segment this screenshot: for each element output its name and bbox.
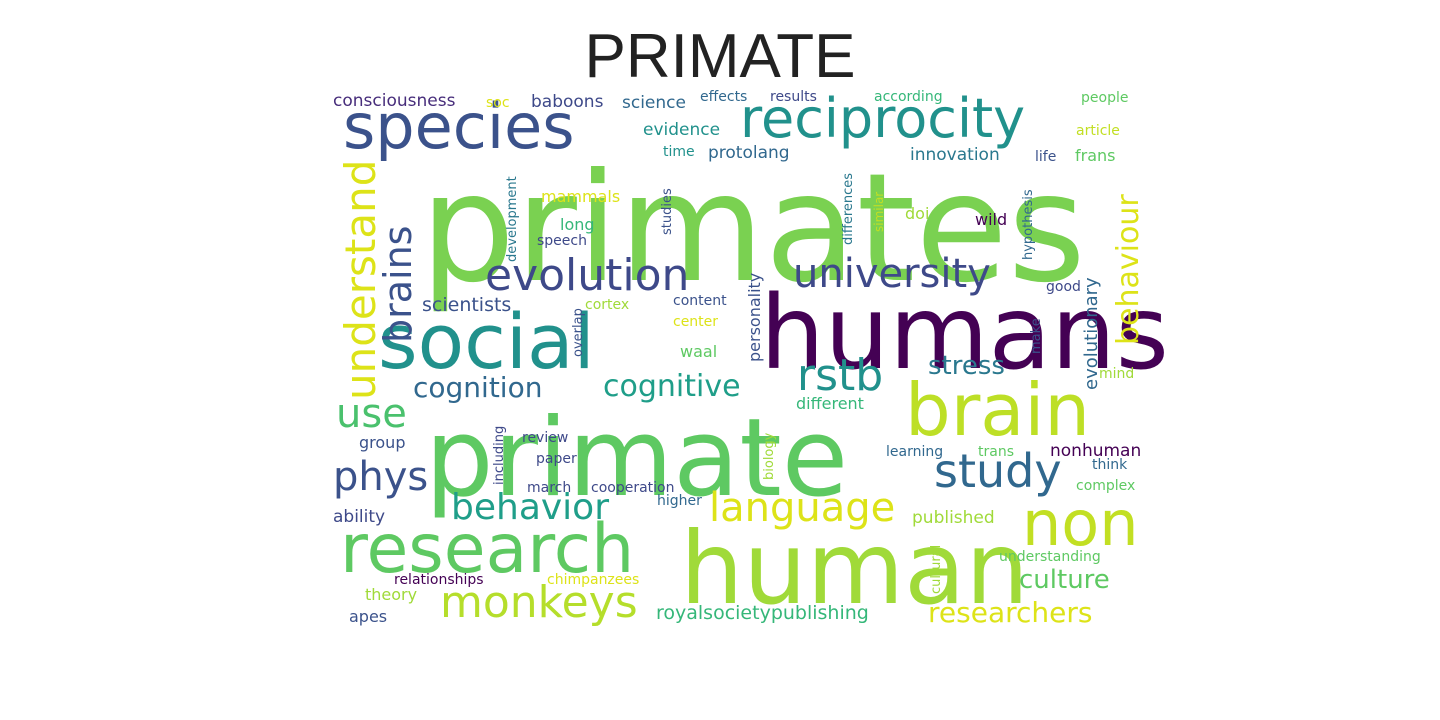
word-researchers: researchers	[928, 596, 1092, 629]
word-rstb: rstb	[797, 350, 883, 401]
word-brains: brains	[376, 226, 420, 343]
word-similar: similar	[872, 192, 886, 232]
word-paper: paper	[536, 451, 577, 467]
word-baboons: baboons	[531, 92, 604, 112]
word-apes: apes	[349, 607, 387, 626]
word-think: think	[1092, 457, 1128, 473]
word-effects: effects	[700, 89, 747, 105]
word-stress: stress	[928, 351, 1005, 381]
word-speech: speech	[537, 233, 587, 249]
word-soc: soc	[486, 95, 510, 111]
word-understand: understand	[336, 160, 385, 400]
word-evidence: evidence	[643, 120, 720, 140]
word-study: study	[934, 444, 1062, 498]
word-differences: differences	[841, 173, 856, 245]
word-frans: frans	[1075, 146, 1116, 165]
word-long: long	[560, 215, 595, 234]
word-personality: personality	[745, 273, 764, 362]
word-scientists: scientists	[422, 294, 511, 316]
word-ability: ability	[333, 507, 385, 527]
word-review: review	[522, 430, 568, 446]
word-good: good	[1046, 279, 1081, 295]
word-mind: mind	[1099, 366, 1134, 382]
word-doi: doi	[905, 204, 929, 223]
word-primate: primate	[425, 396, 848, 521]
word-including: including	[492, 426, 507, 485]
word-phys: phys	[333, 454, 428, 500]
word-theory: theory	[365, 585, 417, 604]
word-monkeys: monkeys	[440, 577, 638, 628]
word-content: content	[673, 293, 727, 309]
word-cultural: cultural	[929, 545, 944, 594]
word-cortex: cortex	[585, 297, 629, 313]
word-reciprocity: reciprocity	[740, 87, 1025, 150]
word-development: development	[505, 176, 520, 262]
word-science: science	[622, 93, 686, 113]
word-behavior: behavior	[451, 487, 609, 528]
word-university: university	[793, 251, 991, 297]
word-cognitive: cognitive	[603, 369, 741, 404]
word-waal: waal	[680, 342, 717, 361]
word-studies: studies	[660, 188, 675, 235]
word-non: non	[1022, 487, 1139, 560]
word-results: results	[770, 89, 817, 105]
word-learning: learning	[886, 444, 943, 460]
word-mammals: mammals	[541, 187, 620, 206]
word-trans: trans	[978, 444, 1014, 460]
word-time: time	[663, 144, 695, 160]
word-behaviour: behaviour	[1111, 194, 1146, 345]
word-complex: complex	[1076, 478, 1135, 494]
word-chimpanzees: chimpanzees	[547, 572, 639, 588]
word-nonhuman: nonhuman	[1050, 441, 1141, 461]
word-life: life	[1035, 149, 1056, 165]
word-protolang: protolang	[708, 143, 790, 163]
word-innovation: innovation	[910, 145, 1000, 165]
word-article: article	[1076, 123, 1120, 139]
word-understanding: understanding	[999, 549, 1101, 565]
word-brain: brain	[905, 368, 1090, 452]
word-center: center	[673, 314, 718, 330]
word-evolutionary: evolutionary	[1081, 277, 1102, 390]
word-march: march	[527, 480, 571, 496]
word-wild: wild	[975, 210, 1007, 229]
word-hypothesis: hypothesis	[1021, 189, 1036, 260]
chart-title: PRIMATE	[584, 22, 856, 91]
word-people: people	[1081, 90, 1128, 106]
word-humans: humans	[760, 274, 1169, 393]
word-overlap: overlap	[571, 308, 586, 357]
word-cooperation: cooperation	[591, 480, 674, 496]
word-language: language	[709, 485, 895, 531]
word-consciousness: consciousness	[333, 91, 456, 111]
word-different: different	[796, 394, 864, 413]
word-according: according	[874, 89, 943, 105]
word-higher: higher	[657, 493, 702, 509]
word-biology: biology	[762, 432, 777, 480]
word-cognition: cognition	[413, 371, 542, 404]
word-make: make	[1029, 318, 1044, 354]
word-culture: culture	[1019, 565, 1110, 595]
word-relationships: relationships	[394, 572, 484, 588]
word-published: published	[912, 508, 995, 528]
word-species: species	[343, 90, 575, 163]
word-use: use	[336, 391, 407, 437]
word-group: group	[359, 433, 405, 452]
word-primates: primates	[420, 142, 1086, 316]
word-social: social	[378, 297, 595, 386]
word-research: research	[340, 510, 634, 589]
word-evolution: evolution	[485, 250, 689, 301]
word-human: human	[680, 510, 1029, 627]
word-royalsocietypublishing: royalsocietypublishing	[656, 602, 869, 624]
